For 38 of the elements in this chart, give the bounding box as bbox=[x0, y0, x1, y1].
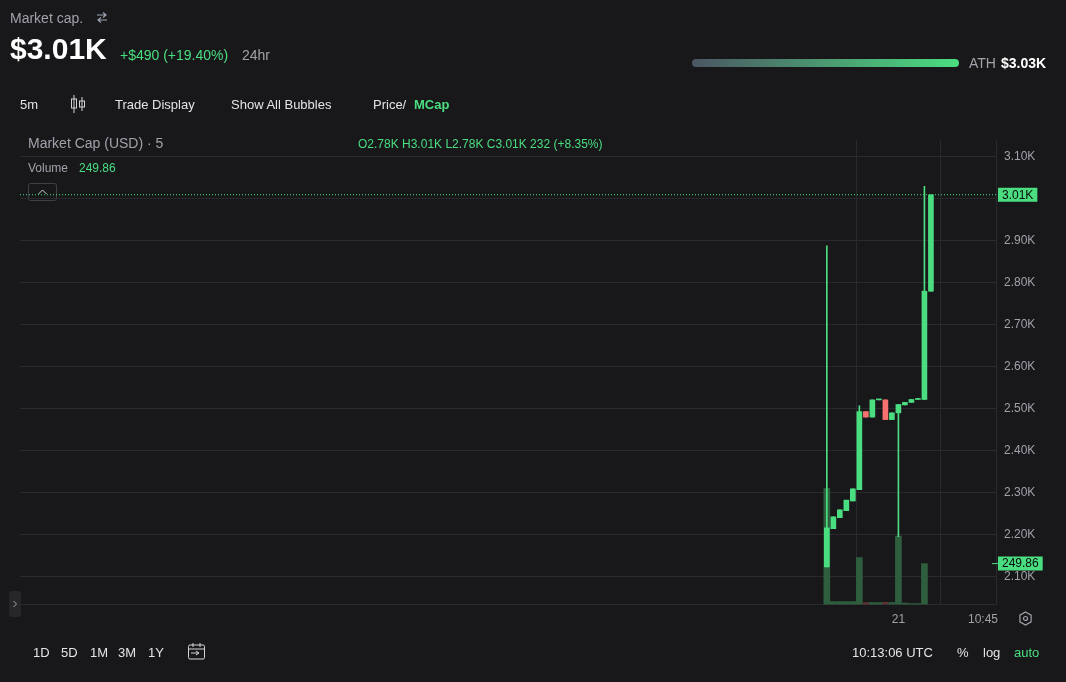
y-tick-label: 2.60K bbox=[1004, 359, 1036, 374]
annotation: Volume bbox=[28, 161, 69, 175]
y-tick-label: 2.40K bbox=[1004, 442, 1036, 457]
text: Show All Bubbles bbox=[231, 97, 332, 112]
text: 1Y bbox=[148, 645, 164, 660]
text: Market cap. bbox=[10, 10, 84, 26]
y-tick-label: 2.90K bbox=[1004, 233, 1036, 248]
text: MCap bbox=[414, 97, 450, 112]
text: 1D bbox=[33, 645, 50, 660]
y-tick-label: 2.30K bbox=[1004, 484, 1036, 499]
text: Price/ bbox=[373, 97, 407, 112]
text: auto bbox=[1014, 645, 1040, 660]
y-tick-label: 2.20K bbox=[1004, 526, 1036, 541]
text: 3M bbox=[118, 645, 137, 660]
text: Trade Display bbox=[115, 97, 195, 112]
x-tick-label: 10:45 bbox=[967, 612, 999, 627]
x-tick-label: 21 bbox=[891, 612, 906, 627]
chart-title: Market Cap (USD) · 5 bbox=[28, 135, 164, 151]
text: 5m bbox=[20, 97, 39, 112]
y-tick-label: 2.50K bbox=[1004, 401, 1036, 415]
annotation: O2.78K H3.01K L2.78K C3.01K 232 (+8.35%) bbox=[358, 137, 603, 151]
text: 24hr bbox=[242, 47, 271, 63]
annotation: 249.86 bbox=[79, 161, 116, 175]
text: +$490 (+19.40%) bbox=[120, 47, 229, 63]
text: % bbox=[957, 645, 969, 660]
text: 1M bbox=[90, 645, 109, 660]
text: $3.03K bbox=[1001, 55, 1047, 71]
y2-tick-label: 249.86 bbox=[1002, 556, 1040, 571]
text: log bbox=[983, 645, 1001, 660]
text: 5D bbox=[61, 645, 78, 660]
text: $3.01K bbox=[10, 32, 107, 66]
ref-line-label: 3.01K bbox=[1002, 187, 1034, 202]
y-tick-label: 3.10K bbox=[1004, 149, 1036, 164]
text: 10:13:06 UTC bbox=[852, 645, 933, 660]
y-tick-label: 2.70K bbox=[1004, 317, 1036, 332]
y-tick-label: 2.80K bbox=[1004, 275, 1036, 290]
y-tick-label: 2.10K bbox=[1004, 568, 1036, 583]
text: ATH bbox=[969, 55, 996, 71]
